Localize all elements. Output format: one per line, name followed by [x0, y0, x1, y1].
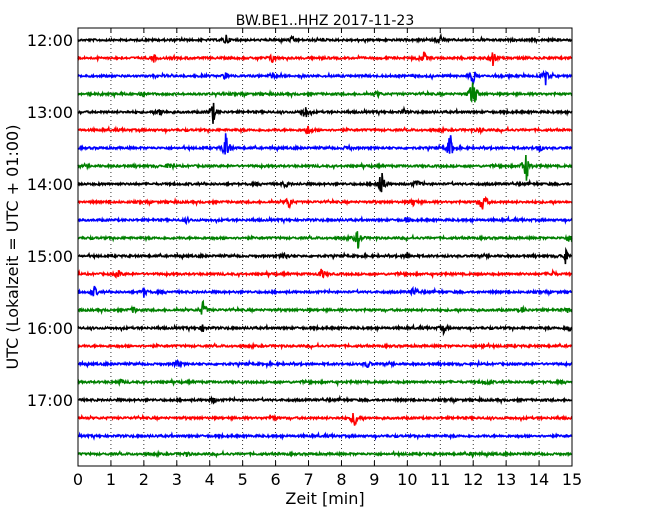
trace-line: [77, 449, 573, 459]
x-tick-label: 5: [238, 470, 248, 489]
trace-line: [77, 154, 573, 181]
trace-line: [77, 431, 573, 441]
y-tick-label: 13:00: [27, 103, 73, 122]
trace-line: [77, 102, 573, 124]
plot-frame: [77, 27, 573, 467]
trace-line: [77, 412, 573, 426]
trace-line: [77, 32, 573, 45]
x-tick-label: 14: [529, 470, 549, 489]
trace-line: [77, 285, 573, 298]
trace-line: [77, 377, 573, 388]
x-tick-label: 11: [430, 470, 450, 489]
trace-line: [77, 82, 573, 104]
chart-title: BW.BE1..HHZ 2017-11-23: [236, 13, 415, 29]
x-tick-label: 6: [271, 470, 281, 489]
trace-line: [77, 69, 573, 86]
trace-line: [77, 299, 573, 316]
y-tick-label: 14:00: [27, 175, 73, 194]
x-tick-label: 1: [106, 470, 116, 489]
trace-line: [77, 341, 573, 351]
y-tick-label: 16:00: [27, 319, 73, 338]
trace-line: [77, 51, 573, 66]
x-tick-label: 10: [397, 470, 417, 489]
y-tick-label: 15:00: [27, 247, 73, 266]
y-tick-label: 12:00: [27, 31, 73, 50]
x-tick-label: 12: [463, 470, 483, 489]
trace-line: [77, 358, 573, 370]
x-tick-label: 2: [139, 470, 149, 489]
x-tick-label: 7: [303, 470, 313, 489]
x-axis-label: Zeit [min]: [285, 489, 364, 508]
x-axis: 0 1 2 3 4 5 6 7 8 9 10 11 12 13 14 15: [73, 28, 582, 489]
x-tick-label: 15: [562, 470, 582, 489]
x-tick-label: 0: [73, 470, 83, 489]
trace-line: [77, 133, 573, 155]
trace-line: [77, 394, 573, 406]
trace-line: [77, 246, 573, 265]
trace-line: [77, 215, 573, 226]
y-tick-label: 17:00: [27, 391, 73, 410]
traces: [77, 32, 573, 459]
y-axis-label: UTC (Lokalzeit = UTC + 01:00): [3, 125, 22, 370]
trace-line: [77, 172, 573, 193]
x-tick-label: 4: [205, 470, 215, 489]
trace-line: [77, 195, 573, 210]
x-tick-label: 13: [496, 470, 516, 489]
x-tick-label: 9: [369, 470, 379, 489]
trace-line: [77, 268, 573, 280]
trace-line: [77, 125, 573, 136]
trace-line: [77, 323, 573, 337]
y-axis: 12:00 13:00 14:00 15:00 16:00 17:00: [27, 31, 572, 410]
x-tick-label: 8: [336, 470, 346, 489]
x-tick-label: 3: [172, 470, 182, 489]
trace-line: [77, 231, 573, 249]
